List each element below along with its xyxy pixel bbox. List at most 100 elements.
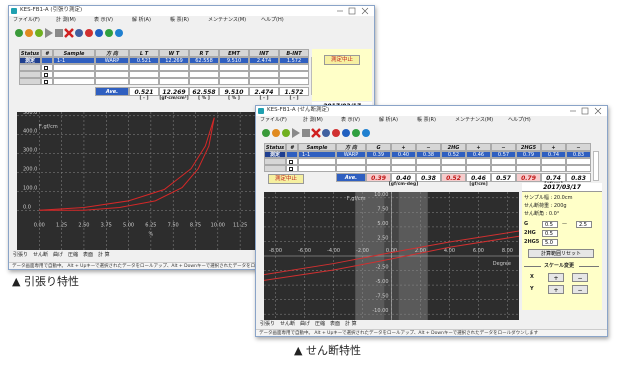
menu-item[interactable]: 帳 票(R) — [170, 17, 189, 23]
scale-minus[interactable]: − — [572, 273, 588, 282]
checkbox[interactable] — [44, 79, 48, 84]
x-tick-label: 2.50 — [78, 222, 89, 228]
tab[interactable]: せん断 — [280, 321, 296, 327]
chart: 10.00 7.50 5.00 2.50 -2.50 -5.00 -7.50 -10.00 -8… — [264, 192, 519, 320]
checkbox[interactable] — [44, 72, 48, 77]
scale-minus[interactable]: − — [572, 285, 588, 294]
scroll-spinner[interactable] — [593, 151, 599, 181]
x-tick-label: 6.25 — [145, 222, 156, 228]
value-cell: 0.40 — [391, 151, 416, 158]
ave-value: 2.474 — [249, 87, 279, 96]
empty-cell — [391, 158, 416, 165]
button[interactable]: 測定中止 — [324, 55, 360, 65]
y-tick-label: 400.0 — [23, 129, 37, 135]
column-header: Sample — [298, 143, 336, 151]
y-axis-label: F,gf/cm — [347, 196, 366, 202]
sample-cell: 1-1 — [53, 57, 95, 64]
menu-item[interactable]: メンテナンス(M) — [208, 17, 247, 23]
button[interactable]: 測定中止 — [268, 174, 304, 184]
y-tick-label: 10.00 — [374, 192, 388, 198]
empty-cell — [566, 158, 591, 165]
scale-plus[interactable]: + — [548, 273, 564, 282]
menu-item[interactable]: 計 測(M) — [303, 117, 323, 123]
tab[interactable]: 圧縮 — [315, 321, 326, 327]
tab[interactable]: 引張り — [13, 252, 29, 258]
window-controls[interactable] — [335, 6, 371, 16]
app-icon — [11, 8, 17, 14]
empty-cell — [219, 71, 249, 78]
check-cell — [286, 151, 298, 158]
unit-label: [gf·cm/cm²] — [159, 96, 189, 101]
toolbar — [262, 128, 370, 138]
range-to[interactable]: 2.5 — [576, 221, 592, 228]
info-label: せん断荷重 : 200g — [524, 203, 567, 209]
range-label: 2HG — [524, 230, 536, 236]
tab[interactable]: 計 算 — [345, 321, 357, 327]
menu-item[interactable]: ファイル(F) — [13, 17, 40, 23]
tool-icon — [15, 29, 23, 37]
x-tick-label: 8.00 — [502, 248, 513, 254]
range-from[interactable]: 0.5 — [542, 230, 558, 237]
tab[interactable]: 曲げ — [53, 252, 64, 258]
button[interactable]: 計算範囲リセット — [528, 249, 594, 258]
empty-cell — [129, 78, 159, 85]
y-tick-label: 200.0 — [23, 166, 37, 172]
range-from[interactable]: 0.5 — [542, 221, 558, 228]
tab[interactable]: 表面 — [330, 321, 341, 327]
tab[interactable]: せん断 — [33, 252, 49, 258]
checkbox[interactable] — [44, 65, 48, 70]
empty-cell — [19, 78, 41, 85]
column-header: Status — [264, 143, 286, 151]
tab[interactable]: 計 算 — [98, 252, 110, 258]
ave-value: 1.572 — [279, 87, 309, 96]
ave-value: 9.510 — [219, 87, 249, 96]
range-from[interactable]: 5.0 — [542, 239, 558, 246]
empty-cell — [298, 165, 336, 172]
column-header: # — [41, 49, 53, 57]
menu-item[interactable]: 帳 票(R) — [417, 117, 436, 123]
tab[interactable]: 引張り — [260, 321, 276, 327]
menu-item[interactable]: メンテナンス(M) — [455, 117, 494, 123]
y-tick-label: 0.0 — [23, 204, 31, 210]
status-cell: 測定 — [19, 57, 41, 64]
empty-cell — [19, 71, 41, 78]
x-tick-label: 10.00 — [211, 222, 225, 228]
y-tick-label: -5.00 — [376, 279, 389, 285]
value-cell: 0.79 — [516, 151, 541, 158]
ave-value: 0.79 — [516, 173, 541, 182]
window: KES-FB1-A (せん断測定) ファイル(F) 計 測(M) 表 示(V) 解 析(… — [255, 105, 608, 337]
menu-item[interactable]: 表 示(V) — [94, 17, 113, 23]
checkbox[interactable] — [289, 159, 293, 164]
menu-item[interactable]: 計 測(M) — [56, 17, 76, 23]
scale-plus[interactable]: + — [548, 285, 564, 294]
column-header: + — [391, 143, 416, 151]
value-cell: 0.57 — [491, 151, 516, 158]
menu-item[interactable]: 解 析(A) — [379, 117, 398, 123]
tab[interactable]: 曲げ — [300, 321, 311, 327]
title-bar: KES-FB1-A (せん断測定) — [256, 106, 607, 116]
empty-cell — [53, 64, 95, 71]
tab[interactable]: 表面 — [83, 252, 94, 258]
ave-value: 0.52 — [441, 173, 466, 182]
value-cell: 0.38 — [416, 151, 441, 158]
x-tick-label: 0.00 — [34, 222, 45, 228]
empty-cell — [95, 78, 129, 85]
window-controls[interactable] — [568, 106, 604, 116]
empty-cell — [219, 78, 249, 85]
tab[interactable]: 圧縮 — [68, 252, 79, 258]
menu-item[interactable]: ファイル(F) — [260, 117, 287, 123]
direction-cell: WARP — [95, 57, 129, 64]
empty-cell — [264, 158, 286, 165]
menu-item[interactable]: ヘルプ(H) — [508, 117, 531, 123]
menu-item[interactable]: 表 示(V) — [341, 117, 360, 123]
status-bar: データ画面専用で自動中。 Alt + Upキーで選択されたデータをロールアップ、… — [256, 329, 607, 336]
menu-item[interactable]: ヘルプ(H) — [261, 17, 284, 23]
empty-cell — [159, 71, 189, 78]
checkbox[interactable] — [289, 166, 293, 171]
column-header: R T — [189, 49, 219, 57]
column-header: − — [416, 143, 441, 151]
empty-cell — [416, 158, 441, 165]
menu-item[interactable]: 解 析(A) — [132, 17, 151, 23]
tool-icon — [75, 29, 83, 37]
column-header: 2HG — [441, 143, 466, 151]
